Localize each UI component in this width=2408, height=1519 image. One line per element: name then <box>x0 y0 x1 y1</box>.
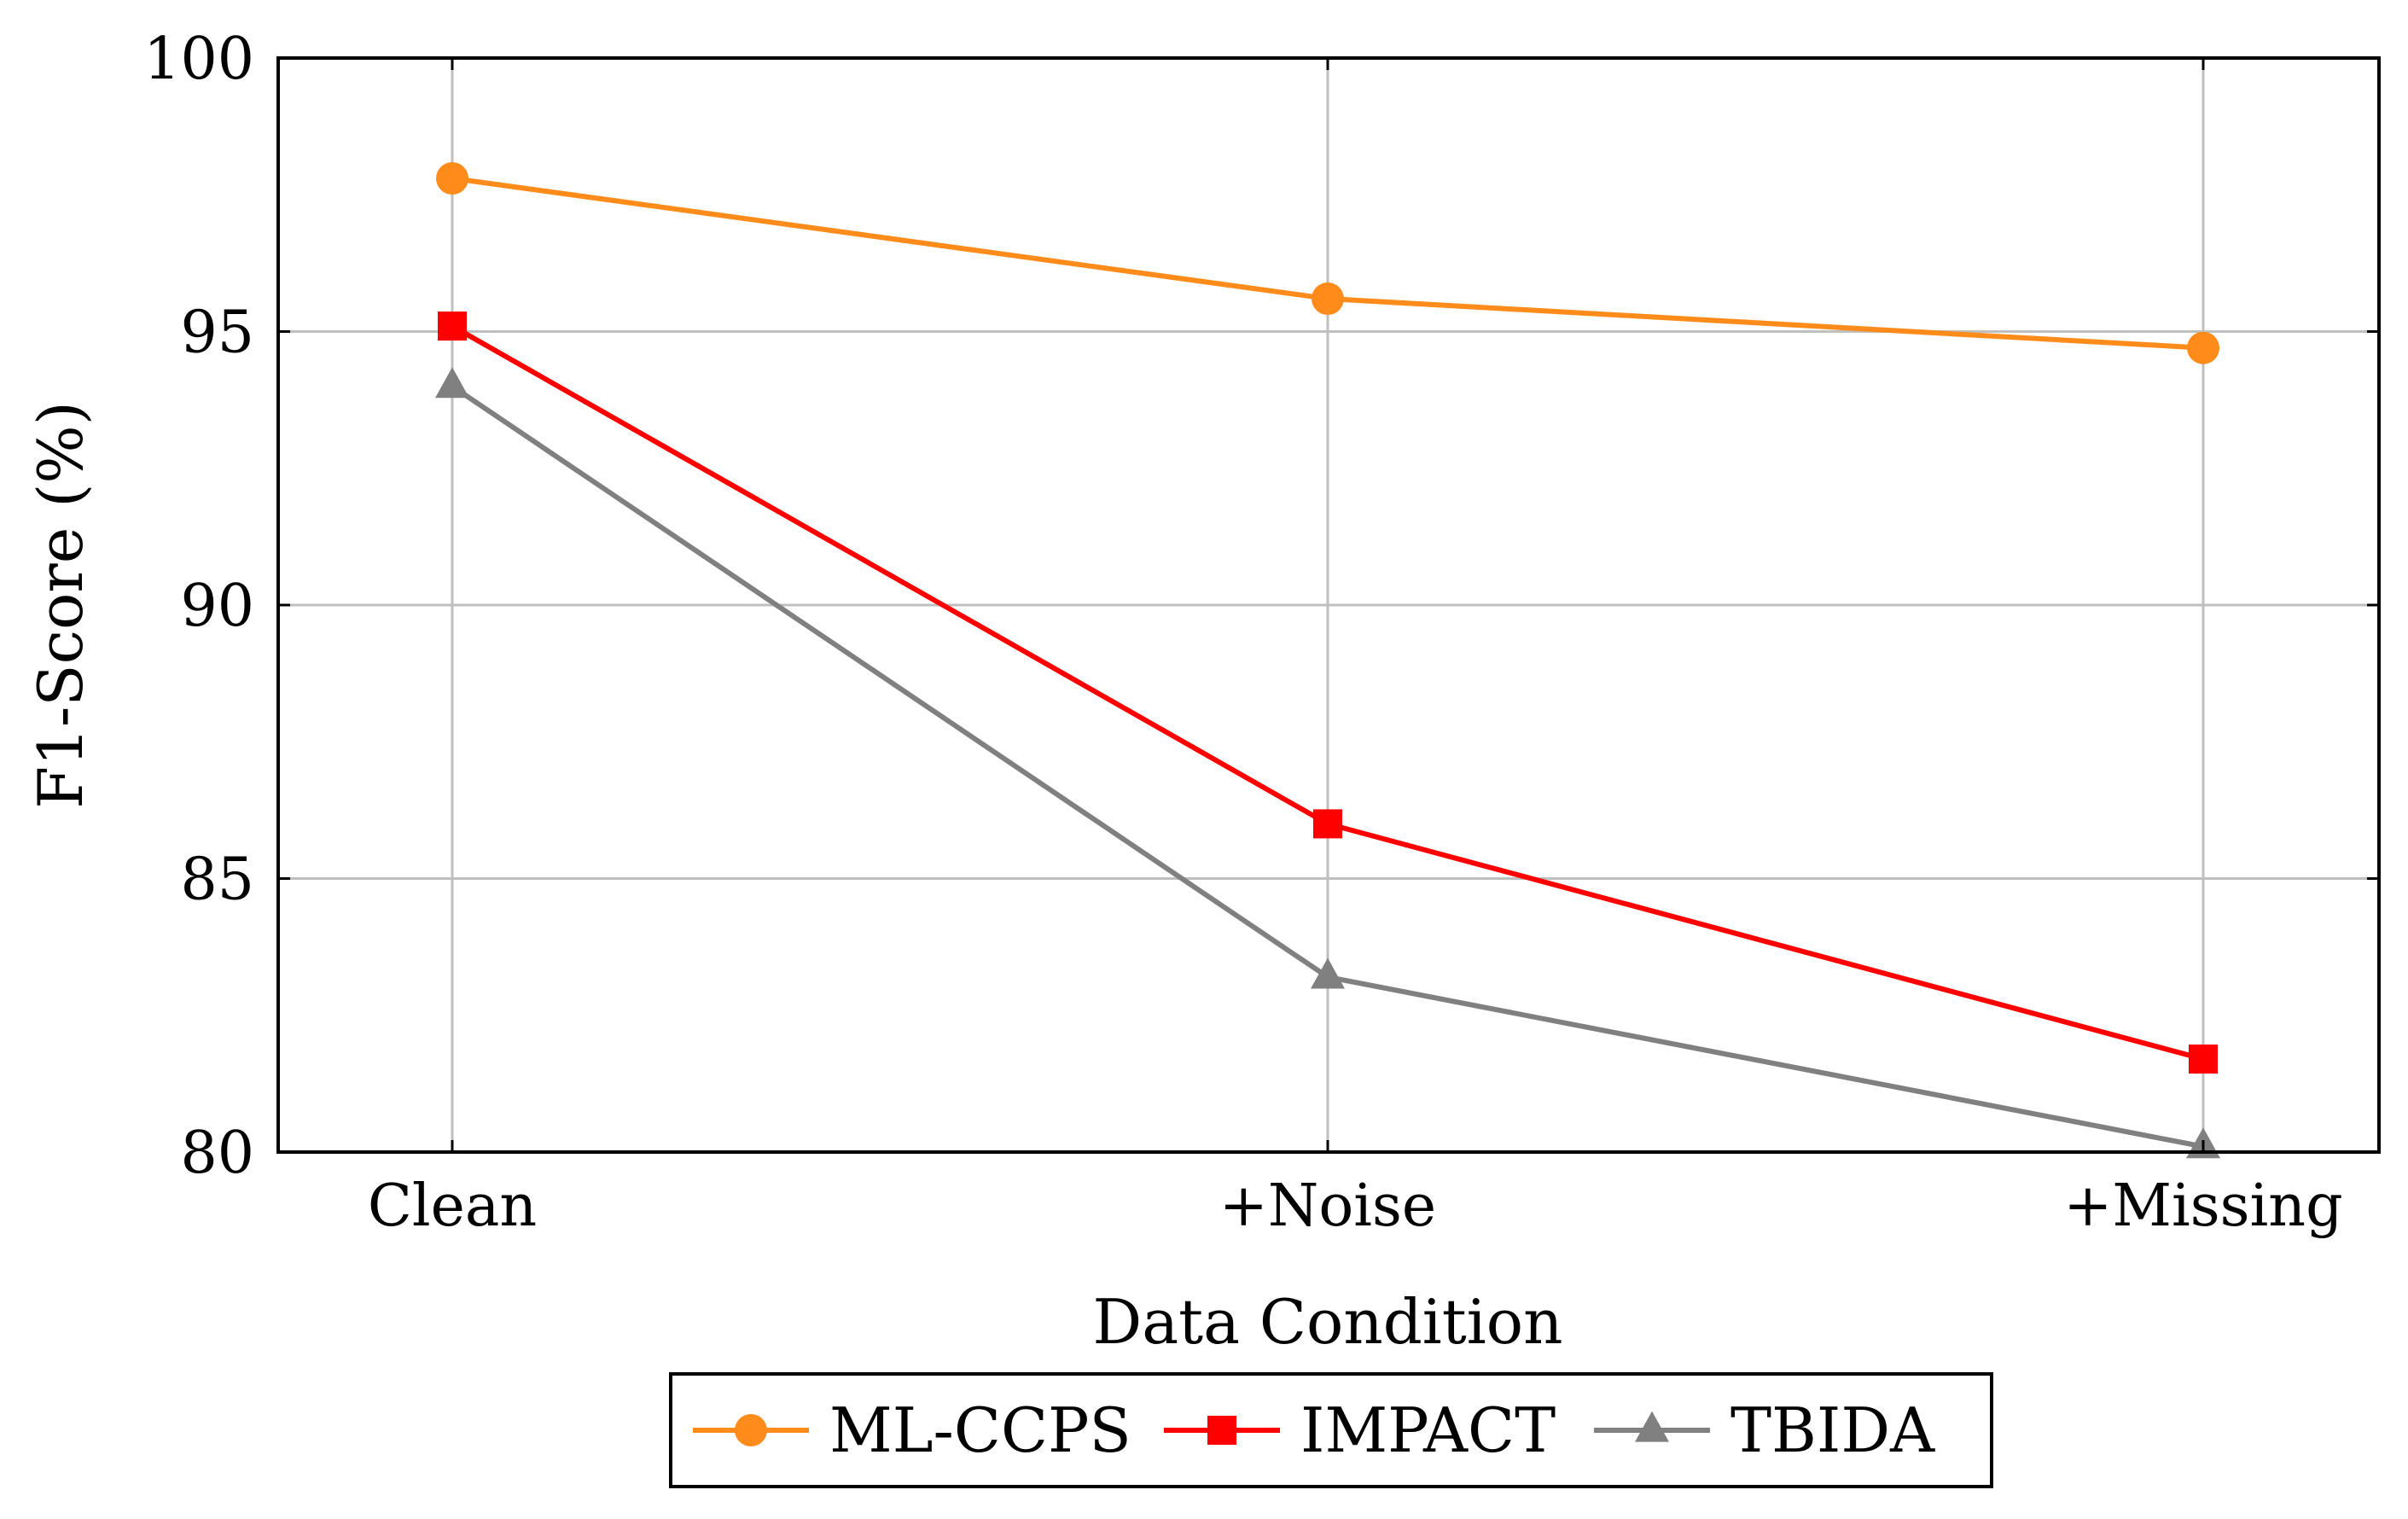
legend: ML-CCPS IMPACT TBIDA <box>669 1372 1993 1488</box>
y-axis-ticks: 80 85 90 95 100 <box>143 26 2379 1187</box>
x-axis-label: Data Condition <box>1092 1286 1562 1358</box>
legend-box <box>669 1372 1993 1488</box>
data-point-impact <box>1313 809 1342 839</box>
legend-marker-triangle-icon <box>1635 1411 1669 1442</box>
legend-marker-circle-icon <box>735 1414 767 1446</box>
legend-label: ML-CCPS <box>829 1394 1131 1466</box>
data-point-tbida <box>1311 957 1345 989</box>
x-tick-label: +Noise <box>1219 1173 1436 1240</box>
data-point-ml-ccps <box>436 162 468 195</box>
data-point-ml-ccps <box>2187 331 2219 364</box>
x-tick-label: Clean <box>368 1173 537 1240</box>
y-tick-label: 95 <box>180 300 254 367</box>
y-tick-label: 85 <box>180 847 254 914</box>
y-tick-label: 90 <box>180 573 254 640</box>
data-point-impact <box>438 311 467 341</box>
data-point-tbida <box>435 367 469 399</box>
y-axis-label: F1-Score (%) <box>25 401 96 809</box>
data-point-ml-ccps <box>1312 282 1344 316</box>
x-axis-ticks: Clean +Noise +Missing <box>368 58 2343 1240</box>
legend-label: IMPACT <box>1300 1394 1556 1466</box>
data-point-impact <box>2189 1045 2218 1074</box>
legend-marker-square-icon <box>1207 1416 1236 1445</box>
x-tick-label: +Missing <box>2063 1173 2342 1240</box>
legend-label: TBIDA <box>1730 1394 1935 1466</box>
y-tick-label: 100 <box>143 26 254 93</box>
y-tick-label: 80 <box>180 1120 254 1187</box>
